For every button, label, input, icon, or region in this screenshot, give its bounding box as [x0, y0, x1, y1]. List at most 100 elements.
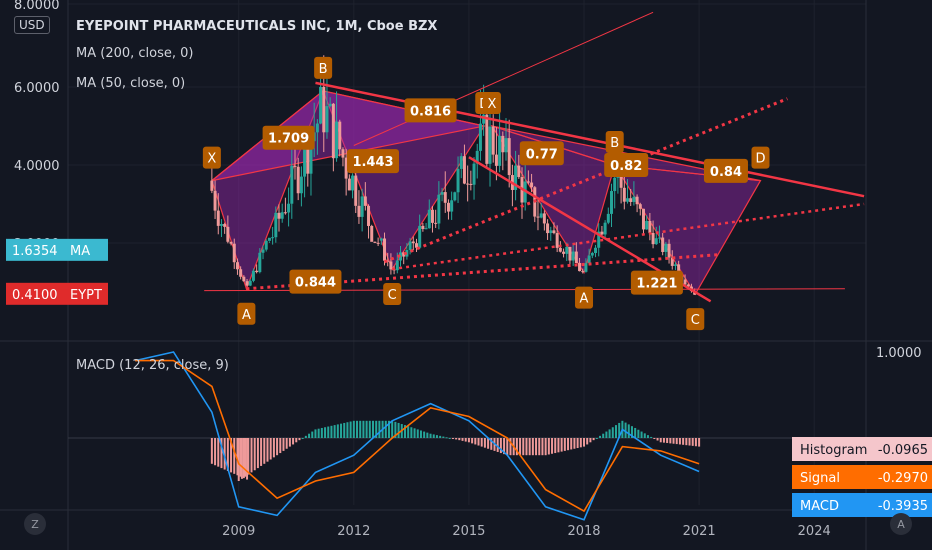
- candle-body: [210, 180, 214, 191]
- macd-histogram-bar: [429, 433, 432, 438]
- candle-body: [629, 198, 633, 202]
- candle-body: [213, 190, 217, 211]
- ratio-label: [519, 141, 564, 166]
- candle-body: [421, 225, 425, 229]
- currency-badge[interactable]: USD: [14, 16, 50, 34]
- macd-histogram-bar: [362, 420, 365, 438]
- candle-body: [219, 224, 223, 226]
- macd-histogram-bar: [662, 438, 665, 443]
- ratio-label: [630, 270, 683, 295]
- macd-histogram-bar: [423, 431, 426, 438]
- macd-histogram-bar: [653, 438, 656, 439]
- macd-histogram-bar: [685, 438, 688, 446]
- ma200-legend[interactable]: MA (200, close, 0): [76, 46, 194, 61]
- macd-histogram-bar: [614, 425, 617, 438]
- macd-histogram-bar: [694, 438, 697, 447]
- macd-legend[interactable]: MACD (12, 26, close, 9): [76, 358, 229, 373]
- candle-body: [239, 269, 243, 277]
- y-tick-label: 8.0000: [14, 0, 60, 13]
- price-badge-value: 0.4100: [12, 288, 58, 303]
- macd-histogram-bar: [455, 438, 458, 440]
- macd-histogram-bar: [250, 438, 253, 473]
- ratio-label: [347, 149, 400, 174]
- macd-histogram-bar: [346, 422, 349, 438]
- macd-histogram-bar: [269, 438, 272, 460]
- candle-body: [280, 212, 284, 219]
- pattern-point-text: C: [388, 288, 397, 303]
- macd-histogram-bar: [317, 428, 320, 438]
- macd-histogram-bar: [451, 438, 454, 439]
- candle-body: [641, 208, 645, 230]
- y-tick-label: 4.0000: [14, 159, 60, 174]
- candle-body: [670, 257, 674, 266]
- candle-body: [245, 281, 249, 286]
- macd-histogram-bar: [643, 433, 646, 438]
- ma50-legend[interactable]: MA (50, close, 0): [76, 76, 186, 91]
- candle-body: [657, 237, 661, 239]
- candle-body: [606, 213, 610, 223]
- candle-body: [546, 223, 550, 234]
- candle-body: [456, 168, 460, 193]
- ratio-label-text: 0.844: [295, 276, 336, 291]
- pattern-point-C: [686, 308, 705, 331]
- x-tick-label: 2009: [222, 524, 255, 539]
- macd-legend-signal: [792, 465, 932, 489]
- pattern-point-text: X: [207, 152, 216, 167]
- candle-body: [248, 280, 252, 286]
- candle-body: [309, 141, 313, 174]
- candle-body: [235, 262, 239, 270]
- candle-body: [402, 252, 406, 257]
- macd-histogram-bar: [324, 427, 327, 438]
- y-tick-label: 6.0000: [14, 81, 60, 96]
- candle-body: [223, 224, 227, 227]
- candle-body: [430, 209, 434, 223]
- candle-body: [536, 216, 540, 218]
- candle-body: [488, 126, 492, 164]
- macd-histogram-bar: [378, 420, 381, 438]
- macd-histogram-bar: [464, 438, 467, 442]
- macd-histogram-bar: [320, 427, 323, 438]
- macd-histogram-bar: [233, 438, 236, 474]
- macd-histogram-bar: [567, 438, 570, 451]
- auto-scale-button[interactable]: A: [890, 513, 912, 535]
- candle-body: [261, 249, 265, 253]
- macd-histogram-bar: [435, 435, 438, 438]
- macd-histogram-bar: [220, 438, 223, 469]
- candle-body: [494, 154, 498, 166]
- candle-body: [571, 251, 575, 261]
- pattern-point-A: [575, 286, 594, 309]
- macd-histogram-bar: [298, 438, 301, 441]
- macd-histogram-bar: [624, 422, 627, 438]
- macd-histogram-bar: [576, 438, 579, 449]
- ratio-label: [404, 98, 457, 123]
- candle-body: [322, 86, 326, 133]
- candle-body: [686, 284, 690, 287]
- candle-body: [661, 237, 665, 252]
- price-badge: [6, 282, 108, 305]
- candle-body: [475, 150, 479, 164]
- candle-body: [555, 233, 559, 248]
- price-badge-tag: EYPT: [70, 288, 102, 303]
- candle-body: [654, 238, 658, 245]
- candle-body: [299, 176, 303, 194]
- macd-histogram-bar: [675, 438, 678, 445]
- macd-histogram-bar: [618, 422, 621, 438]
- candle-body: [514, 165, 518, 190]
- macd-histogram-bar: [359, 420, 362, 438]
- macd-histogram-bar: [589, 438, 592, 443]
- macd-histogram-bar: [509, 438, 512, 456]
- ratio-label: [703, 158, 748, 183]
- candle-body: [287, 203, 291, 213]
- candle-body: [290, 165, 294, 204]
- macd-histogram-bar: [295, 438, 298, 443]
- macd-histogram-bar: [595, 438, 598, 439]
- macd-histogram-bar: [214, 438, 217, 466]
- macd-histogram-bar: [480, 438, 483, 447]
- candle-body: [242, 276, 246, 282]
- zoom-button[interactable]: Z: [24, 513, 46, 535]
- macd-histogram-bar: [672, 438, 675, 444]
- candle-body: [277, 212, 281, 219]
- candle-body: [440, 192, 444, 195]
